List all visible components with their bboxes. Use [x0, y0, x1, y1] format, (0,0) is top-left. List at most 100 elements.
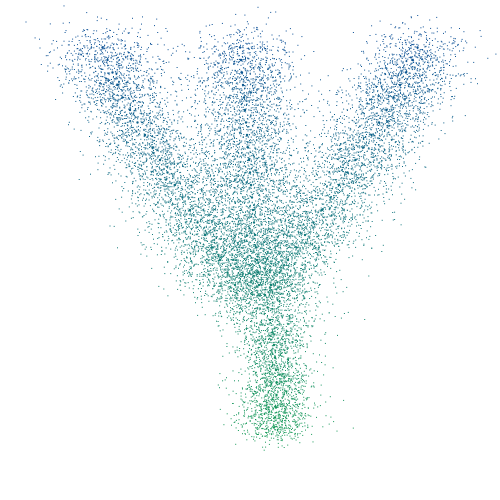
scatter-dot	[255, 254, 257, 256]
scatter-dot	[281, 179, 283, 181]
scatter-dot	[258, 66, 260, 68]
scatter-dot	[175, 179, 177, 181]
scatter-dot	[163, 188, 165, 190]
scatter-dot	[318, 146, 320, 148]
scatter-dot	[254, 122, 255, 124]
scatter-dot	[275, 283, 277, 285]
scatter-dot	[291, 104, 293, 105]
scatter-dot	[405, 117, 407, 119]
scatter-dot	[208, 250, 210, 252]
scatter-dot	[165, 188, 167, 190]
scatter-dot	[238, 283, 240, 285]
scatter-dot	[152, 161, 154, 163]
scatter-dot	[248, 230, 250, 232]
scatter-dot	[300, 214, 302, 216]
scatter-dot	[188, 149, 190, 151]
scatter-dot	[266, 235, 268, 237]
scatter-dot	[197, 228, 199, 230]
scatter-dot	[243, 147, 245, 149]
scatter-dot	[300, 202, 302, 203]
scatter-dot	[331, 191, 333, 193]
scatter-dot	[57, 77, 59, 79]
scatter-dot	[109, 29, 111, 31]
scatter-dot	[424, 102, 426, 104]
scatter-dot	[268, 211, 269, 213]
scatter-dot	[125, 57, 127, 59]
scatter-dot	[263, 220, 265, 222]
scatter-dot	[207, 175, 209, 177]
scatter-dot	[208, 273, 210, 275]
scatter-dot	[132, 126, 134, 128]
scatter-dot	[388, 151, 390, 153]
scatter-dot	[142, 178, 144, 180]
scatter-dot	[132, 58, 134, 60]
scatter-dot	[250, 338, 252, 340]
scatter-dot	[208, 68, 209, 70]
scatter-dot	[420, 142, 421, 144]
scatter-dot	[211, 91, 213, 93]
scatter-dot	[312, 216, 314, 218]
scatter-dot	[324, 189, 326, 191]
scatter-dot	[154, 99, 156, 100]
scatter-dot	[305, 310, 307, 312]
scatter-dot	[292, 201, 294, 203]
scatter-dot	[427, 91, 429, 93]
scatter-dot	[222, 190, 223, 192]
scatter-dot	[227, 243, 229, 245]
scatter-dot	[269, 109, 271, 111]
scatter-dot	[228, 240, 230, 242]
scatter-dot	[274, 429, 276, 431]
scatter-dot	[326, 232, 327, 234]
scatter-dot	[268, 235, 270, 237]
scatter-dot	[270, 218, 272, 220]
scatter-dot	[225, 95, 227, 97]
scatter-dot	[142, 168, 144, 170]
scatter-dot	[302, 215, 304, 217]
scatter-dot	[233, 97, 235, 99]
scatter-dot	[322, 208, 324, 209]
scatter-dot	[254, 215, 256, 216]
scatter-dot	[251, 390, 253, 392]
scatter-dot	[99, 41, 101, 43]
scatter-dot	[326, 158, 328, 159]
scatter-dot	[182, 226, 184, 228]
scatter-dot	[194, 197, 196, 199]
scatter-dot	[117, 94, 119, 96]
scatter-dot	[266, 89, 268, 91]
scatter-dot	[199, 85, 201, 87]
scatter-dot	[86, 95, 88, 96]
scatter-dot	[285, 406, 287, 408]
scatter-dot	[284, 409, 286, 411]
scatter-dot	[64, 68, 66, 70]
scatter-dot	[249, 241, 251, 243]
scatter-dot	[234, 239, 236, 241]
scatter-dot	[410, 86, 412, 88]
scatter-dot	[154, 189, 156, 191]
scatter-dot	[230, 259, 232, 261]
scatter-dot	[134, 51, 136, 53]
scatter-dot	[297, 225, 299, 227]
scatter-dot	[178, 242, 180, 244]
scatter-dot	[296, 421, 298, 423]
scatter-dot	[133, 99, 135, 101]
scatter-dot	[267, 277, 269, 279]
scatter-dot	[268, 390, 270, 391]
scatter-dot	[362, 147, 364, 149]
scatter-dot	[294, 230, 296, 231]
scatter-dot	[274, 399, 276, 401]
scatter-dot	[206, 252, 207, 254]
scatter-dot	[276, 317, 278, 319]
scatter-dot	[119, 75, 120, 77]
scatter-dot	[377, 96, 379, 98]
scatter-dot	[221, 135, 223, 137]
scatter-dot	[319, 284, 320, 285]
scatter-dot	[337, 197, 339, 199]
scatter-dot	[310, 289, 312, 291]
scatter-dot	[364, 152, 366, 153]
scatter-dot	[263, 74, 265, 76]
scatter-dot	[244, 319, 245, 321]
scatter-dot	[311, 244, 313, 246]
scatter-dot	[175, 219, 177, 221]
scatter-dot	[203, 176, 205, 178]
scatter-dot	[418, 34, 420, 36]
